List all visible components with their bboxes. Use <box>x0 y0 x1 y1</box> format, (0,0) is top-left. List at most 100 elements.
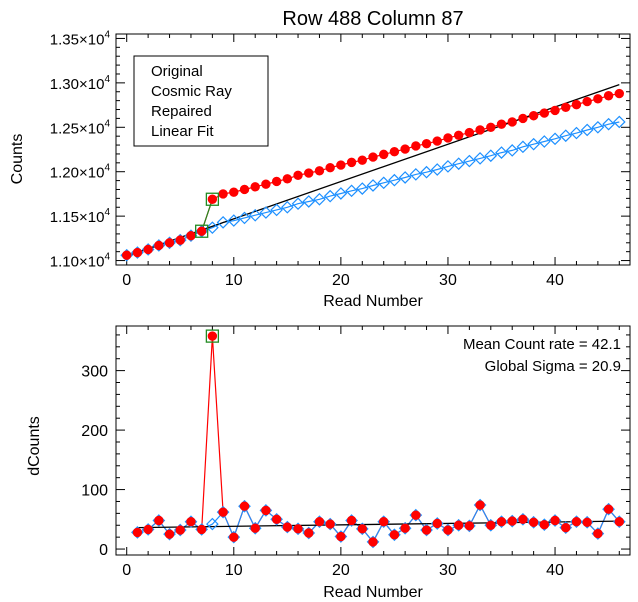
point-original <box>325 163 335 173</box>
point-original <box>453 130 464 140</box>
point-original <box>571 516 582 527</box>
point-original <box>175 235 185 245</box>
x-tick-label: 30 <box>439 562 457 579</box>
point-original <box>132 527 143 538</box>
point-repaired <box>505 144 519 157</box>
point-original <box>293 524 303 534</box>
point-original <box>379 516 389 527</box>
point-original <box>207 194 218 204</box>
point-original <box>154 515 164 526</box>
point-repaired <box>216 216 230 229</box>
x-tick-label: 0 <box>122 562 131 579</box>
point-original <box>432 518 442 529</box>
point-original <box>132 247 143 258</box>
chart-title: Row 488 Column 87 <box>282 8 463 30</box>
point-cosmic-ray <box>205 192 220 206</box>
x-tick-label: 30 <box>439 272 457 289</box>
point-original <box>539 108 550 118</box>
point-original <box>496 516 507 527</box>
point-original <box>432 136 442 146</box>
point-original <box>154 240 164 251</box>
point-original <box>196 226 207 236</box>
point-repaired <box>537 135 551 148</box>
point-repaired <box>291 197 305 211</box>
point-original <box>593 94 603 104</box>
point-repaired <box>377 176 391 190</box>
point-repaired <box>420 165 433 179</box>
point-original <box>336 160 346 170</box>
y-tick-label: 1.35×104 <box>50 29 111 48</box>
point-original <box>368 537 378 547</box>
point-repaired <box>280 200 294 214</box>
point-original <box>271 514 282 525</box>
point-original <box>603 504 614 514</box>
point-original <box>518 514 528 525</box>
point-original <box>293 170 303 180</box>
point-repaired <box>388 173 401 187</box>
point-original <box>571 99 582 110</box>
point-original <box>379 149 389 160</box>
point-repaired <box>452 157 466 171</box>
point-repaired <box>398 171 412 184</box>
point-repaired <box>463 154 476 168</box>
x-tick-label: 0 <box>122 272 131 289</box>
point-original <box>421 139 432 149</box>
plot-frame <box>115 33 631 266</box>
point-original <box>614 516 624 527</box>
point-original <box>603 91 614 101</box>
point-original <box>336 531 346 542</box>
point-cosmic-ray <box>195 224 209 238</box>
point-repaired <box>473 152 487 165</box>
point-original <box>453 520 464 530</box>
point-repaired <box>591 120 605 134</box>
legend-label-repaired: Repaired <box>151 103 212 120</box>
point-original <box>582 96 592 107</box>
point-original <box>389 147 400 157</box>
point-original <box>368 152 378 162</box>
point-original <box>486 520 496 530</box>
point-original <box>282 522 293 532</box>
point-original <box>250 182 260 192</box>
mean-count-rate-annotation: Mean Count rate = 42.1 <box>463 336 621 353</box>
series-line-repaired <box>137 503 620 543</box>
point-original <box>314 516 325 527</box>
y-tick-label: 200 <box>81 423 108 440</box>
point-original <box>486 122 496 132</box>
x-tick-label: 20 <box>332 272 350 289</box>
point-original <box>561 102 571 112</box>
point-original <box>143 244 153 255</box>
point-original <box>229 532 239 542</box>
y-tick-label: 1.25×104 <box>50 118 111 137</box>
point-original <box>218 189 228 199</box>
point-repaired <box>313 192 326 206</box>
point-original <box>518 113 528 124</box>
plot-frame <box>115 325 631 556</box>
point-original <box>261 505 271 516</box>
legend-label-original: Original <box>151 63 203 80</box>
point-repaired <box>516 140 530 154</box>
point-repaired <box>484 149 498 163</box>
point-original <box>507 516 517 526</box>
point-original <box>550 515 560 526</box>
point-original <box>164 529 175 539</box>
point-original <box>550 105 560 116</box>
point-original <box>250 523 260 533</box>
point-repaired <box>238 211 251 225</box>
point-original <box>186 230 196 241</box>
point-repaired <box>366 179 380 192</box>
point-repaired <box>495 146 508 159</box>
point-original <box>528 111 539 121</box>
point-original <box>207 331 218 341</box>
point-original <box>507 117 517 127</box>
y-tick-label: 0 <box>99 542 108 559</box>
point-original <box>539 519 550 530</box>
point-original <box>304 528 314 538</box>
y-tick-label: 100 <box>81 483 108 500</box>
point-repaired <box>570 126 583 140</box>
legend-label-linear-fit: Linear Fit <box>151 123 214 140</box>
point-original <box>528 517 539 527</box>
point-repaired <box>334 187 348 200</box>
y-tick-label: 1.20×104 <box>50 163 111 182</box>
y-tick-label: 1.10×104 <box>50 252 111 271</box>
